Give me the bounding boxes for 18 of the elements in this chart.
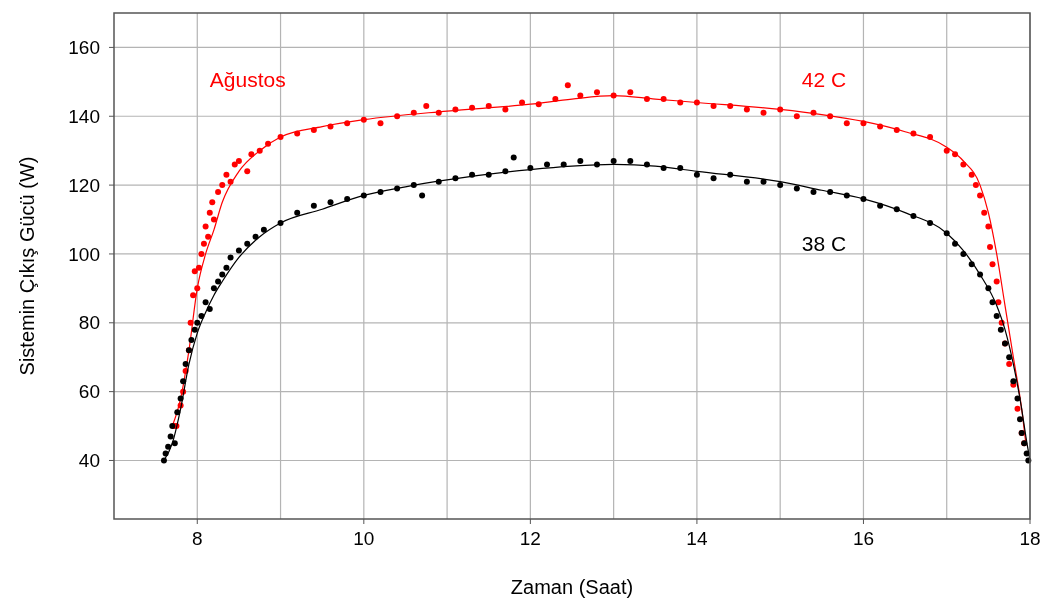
x-tick-label: 12 <box>519 528 541 549</box>
annotation: Ağustos <box>209 68 286 92</box>
y-tick-label: 140 <box>68 105 100 127</box>
y-tick-label: 40 <box>78 450 100 472</box>
y-tick-label: 60 <box>78 381 100 403</box>
y-tick-label: 160 <box>68 37 100 59</box>
x-tick-label: 18 <box>1019 528 1041 549</box>
series-label: 38 C <box>801 231 847 255</box>
x-tick-label: 8 <box>191 528 203 549</box>
y-tick-label: 80 <box>78 312 100 334</box>
x-tick-label: 10 <box>353 528 375 549</box>
series-label: 42 C <box>801 68 847 92</box>
y-tick-label: 120 <box>68 174 100 196</box>
x-axis-title: Zaman (Saat) <box>510 576 634 598</box>
x-tick-label: 16 <box>852 528 875 549</box>
y-axis-title: Sistemin Çıkış Gücü (W) <box>16 156 38 376</box>
x-tick-label: 14 <box>686 528 708 549</box>
y-tick-label: 100 <box>68 243 100 265</box>
